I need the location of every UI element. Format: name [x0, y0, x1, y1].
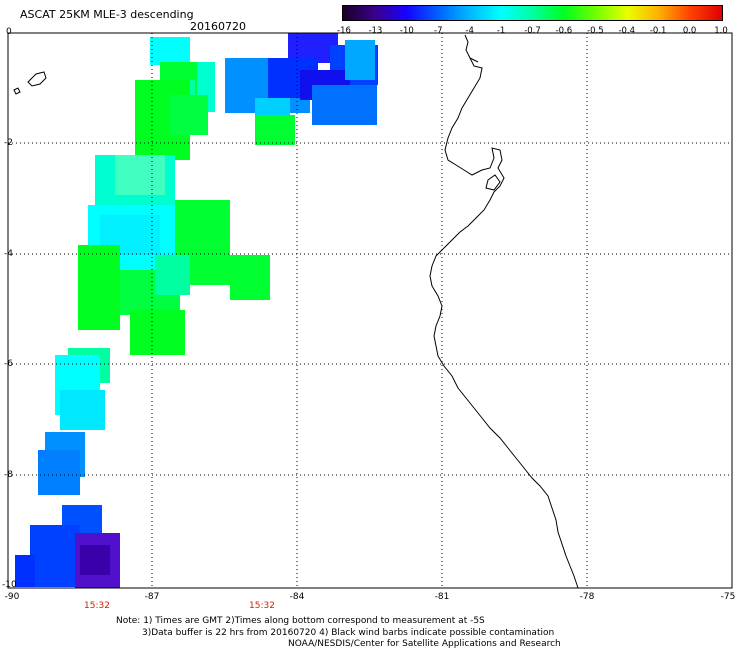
colorbar-tick-label: -13 — [368, 26, 383, 36]
x-axis-label-4: -78 — [579, 592, 595, 602]
footer-note-line2: 3)Data buffer is 22 hrs from 20160720 4)… — [142, 628, 555, 638]
colorbar-tick-label: -1 — [496, 26, 506, 36]
y-axis-label-5: -10 — [2, 580, 17, 590]
y-axis-label-3: -6 — [4, 359, 13, 369]
colorbar — [342, 5, 723, 21]
y-axis-label-2: -4 — [4, 249, 13, 259]
chart-title: ASCAT 25KM MLE-3 descending — [20, 8, 194, 21]
colorbar-tick-label: -0.5 — [587, 26, 604, 36]
grid-lines — [8, 33, 732, 588]
colorbar-tick-label: 0.0 — [682, 26, 697, 36]
x-axis-label-3: -81 — [434, 592, 450, 602]
footer-note-line3: NOAA/NESDIS/Center for Satellite Applica… — [288, 639, 561, 649]
coastline — [13, 34, 579, 589]
time-label-1: 15:32 — [84, 601, 110, 611]
colorbar-tick-label: -0.4 — [618, 26, 636, 36]
chart-date: 20160720 — [190, 20, 246, 33]
colorbar-tick-label: -10 — [399, 26, 414, 36]
y-axis-label-0: 0 — [6, 27, 12, 37]
colorbar-tick-label: -16 — [337, 26, 351, 36]
colorbar-tick-label: 1.0 — [714, 26, 728, 36]
x-axis-label-1: -87 — [144, 592, 160, 602]
x-axis-label-2: -84 — [289, 592, 305, 602]
footer-note-line1: Note: 1) Times are GMT 2)Times along bot… — [116, 616, 485, 626]
x-axis-label-0: -90 — [4, 592, 20, 602]
time-label-2: 15:32 — [249, 601, 275, 611]
colorbar-tick-label: -7 — [434, 26, 443, 36]
colorbar-tick-label: -4 — [465, 26, 474, 36]
plot-frame — [7, 32, 733, 589]
y-axis-label-1: -2 — [4, 138, 13, 148]
colorbar-tick-label: -0.1 — [649, 26, 667, 36]
y-axis-label-4: -8 — [4, 470, 13, 480]
colorbar-tick-label: -0.7 — [524, 26, 541, 36]
x-axis-label-5: -75 — [720, 592, 736, 602]
mle-data-cells — [15, 33, 378, 588]
colorbar-tick-label: -0.6 — [555, 26, 573, 36]
